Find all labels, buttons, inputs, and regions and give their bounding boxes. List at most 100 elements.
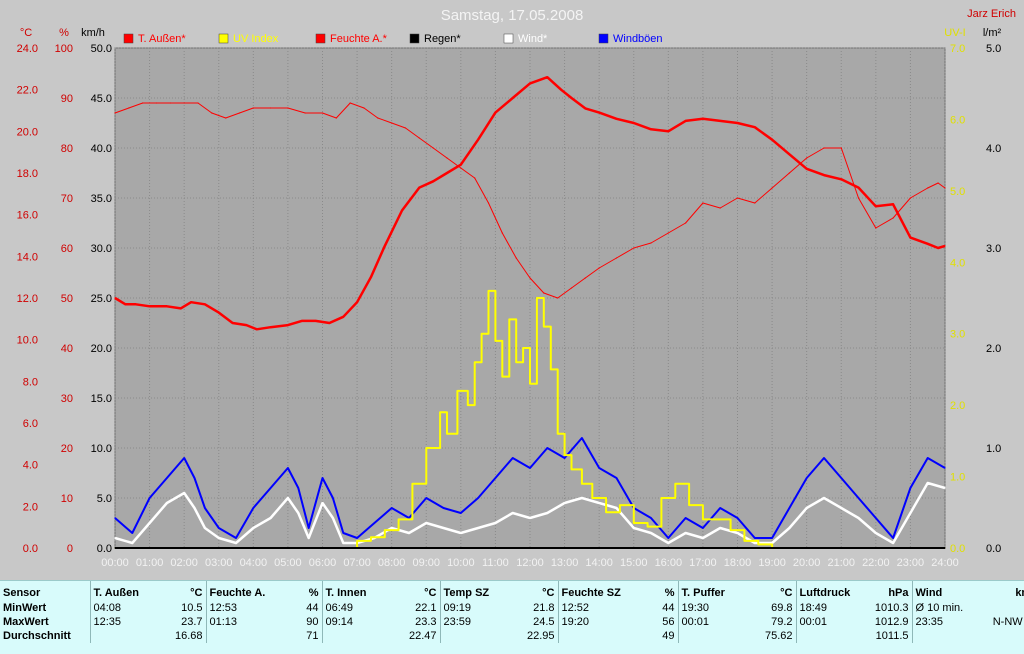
data-point [270, 517, 272, 519]
data-point [840, 178, 842, 180]
stats-cell-value: hPa [888, 587, 909, 599]
stats-cell-key: Feuchte SZ [557, 581, 634, 601]
data-point [716, 518, 718, 521]
stats-cell-key [911, 629, 974, 643]
data-point [342, 532, 344, 534]
x-tick-label: 23:00 [897, 557, 925, 569]
x-tick-label: 10:00 [447, 557, 475, 569]
temp-tick-label: 12.0 [17, 293, 38, 305]
data-point [252, 107, 254, 109]
data-point [719, 120, 721, 122]
data-point [754, 202, 756, 204]
data-point [332, 497, 334, 499]
data-point [384, 245, 386, 247]
data-point [944, 487, 946, 489]
data-point [660, 497, 663, 499]
data-point [512, 512, 514, 514]
data-point [270, 107, 272, 109]
data-point [114, 297, 116, 299]
data-point [736, 532, 739, 534]
data-point [633, 522, 635, 524]
data-point [166, 477, 168, 479]
humidity-tick-label: 70 [61, 193, 73, 205]
humidity-tick-label: 100 [55, 43, 73, 55]
data-point [149, 497, 151, 499]
humidity-tick-label: 60 [61, 243, 73, 255]
stats-cell-value: °C [780, 587, 793, 599]
uv-tick-label: 4.0 [950, 257, 965, 269]
stats-cell-key: 00:01 [795, 615, 866, 629]
humidity-tick-label: 40 [61, 343, 73, 355]
stats-cell-value: 1011.5 [875, 630, 909, 642]
data-point [477, 139, 479, 141]
uv-tick-label: 7.0 [950, 43, 965, 55]
x-tick-label: 08:00 [378, 557, 406, 569]
data-point [308, 527, 310, 529]
data-point [342, 542, 344, 544]
legend-swatch [218, 33, 229, 44]
data-point [927, 187, 929, 189]
data-point [719, 507, 721, 509]
data-point [788, 153, 791, 155]
data-point [211, 112, 213, 114]
x-tick-label: 11:00 [482, 557, 509, 569]
stats-cell-value: 22.1 [415, 602, 437, 614]
data-point [857, 497, 860, 499]
stats-cell-value: % [308, 587, 319, 599]
data-point [536, 297, 538, 299]
data-point [584, 277, 586, 279]
data-point [840, 477, 842, 479]
data-point [321, 112, 324, 114]
data-point [166, 502, 168, 504]
x-tick-label: 03:00 [205, 557, 233, 569]
rain-tick-label: 1.0 [986, 443, 1001, 455]
x-tick-label: 14:00 [585, 557, 613, 569]
x-tick-label: 19:00 [758, 557, 786, 569]
data-point [183, 102, 185, 104]
data-point [321, 477, 324, 479]
data-point [823, 147, 825, 149]
uv-tick-label: 6.0 [950, 114, 965, 126]
weather-chart: Samstag, 17.05.2008 Jarz Erich 0.0 2.0 4.0… [16, 7, 1016, 569]
stats-cell-key: 09:14 [321, 615, 390, 629]
data-point [909, 512, 912, 514]
data-point [432, 180, 434, 182]
rain-tick-label: 0.0 [986, 543, 1001, 555]
data-point [204, 303, 206, 305]
data-point [788, 172, 791, 174]
stats-cell-value: 44 [306, 602, 319, 614]
data-point [529, 517, 531, 519]
data-point [512, 457, 514, 459]
data-point [474, 361, 476, 363]
data-point [702, 202, 704, 204]
data-point [605, 511, 607, 513]
data-point [892, 217, 894, 219]
temp-tick-label: 0.0 [23, 543, 38, 555]
stats-row-label: MinWert [3, 602, 47, 614]
data-point [252, 507, 254, 509]
data-point [460, 164, 462, 166]
legend-entry: Windböen [613, 33, 663, 45]
data-point [332, 517, 334, 519]
x-tick-label: 24:00 [931, 557, 959, 569]
data-point [550, 368, 552, 370]
data-point [301, 320, 303, 322]
data-point [736, 122, 739, 124]
uv-tick-label: 5.0 [950, 186, 965, 198]
data-point [232, 322, 234, 324]
data-point [806, 507, 808, 509]
data-point [166, 305, 168, 307]
data-point [418, 137, 420, 139]
data-point [481, 333, 483, 335]
stats-cell-key: Feuchte A. [205, 581, 280, 601]
data-point [788, 527, 791, 529]
wind-tick-label: 45.0 [91, 93, 112, 105]
data-point [218, 537, 220, 539]
data-point [564, 502, 566, 504]
uv-tick-label: 0.0 [950, 543, 965, 555]
uv-tick-label: 1.0 [950, 472, 965, 484]
data-point [771, 542, 773, 544]
data-point [128, 107, 130, 109]
data-point [529, 277, 531, 279]
data-point [477, 527, 479, 529]
